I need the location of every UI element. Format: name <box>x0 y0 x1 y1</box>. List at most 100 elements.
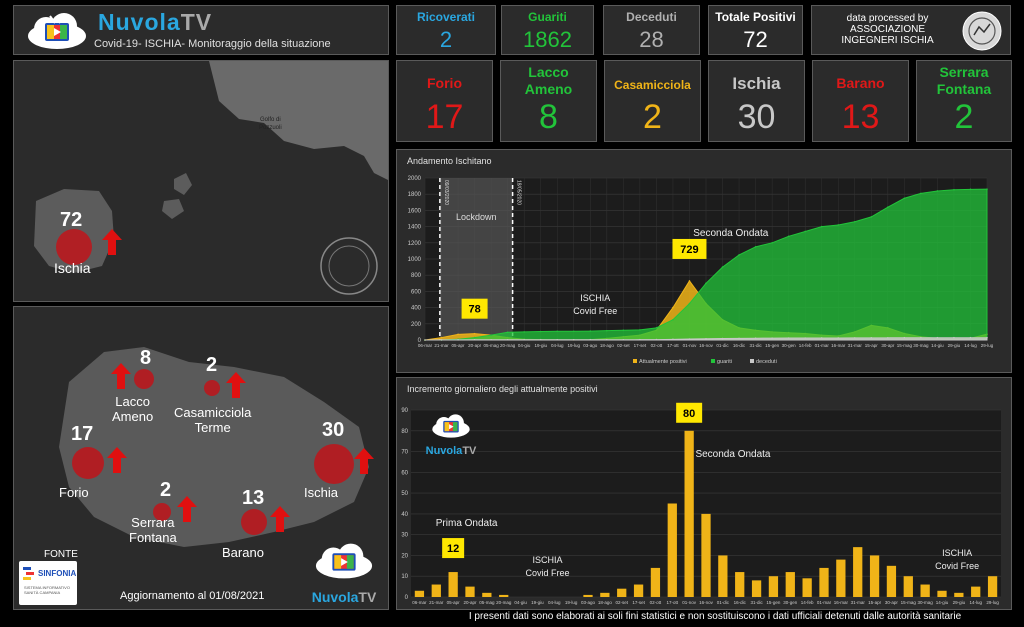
chart1-point <box>622 329 625 332</box>
chart1-annot-second: Seconda Ondata <box>693 228 768 239</box>
chart1-point <box>506 331 509 334</box>
town-value: 2 <box>643 98 662 136</box>
chart1-ytick: 2000 <box>408 176 422 182</box>
chart2-xtick: 04-lug <box>548 600 561 605</box>
chart1-point <box>572 338 575 341</box>
island-marker-lacco <box>134 369 154 389</box>
chart1-point <box>853 220 856 223</box>
chart2-annot-free2: Covid Free <box>935 561 979 571</box>
chart2-ytick: 40 <box>401 512 408 518</box>
chart2-ytick: 0 <box>405 595 409 601</box>
chart1-point <box>820 337 823 339</box>
chart2-xtick: 30-gen <box>783 600 798 605</box>
chart2-xtick: 29-giu <box>953 600 966 605</box>
association-seal-icon <box>961 10 1003 57</box>
sinfonia-desc: SISTEMA INFORMATIVO SANITÀ CAMPANIA <box>24 585 70 595</box>
chart1-xtick: 02-set <box>617 343 630 348</box>
chart1-xtick: 03-ago <box>583 343 598 348</box>
chart1-point <box>804 337 806 339</box>
chart1-point <box>837 224 840 226</box>
chart1-xtick: 19-giu <box>534 343 547 348</box>
chart1-point <box>953 336 955 339</box>
town-label: Ischia <box>732 74 781 93</box>
chart1-point <box>606 329 608 332</box>
kpi-value: 2 <box>439 27 453 52</box>
legend-swatch <box>711 359 715 363</box>
sinfonia-logo: SINFONIA SISTEMA INFORMATIVO SANITÀ CAMP… <box>19 561 77 605</box>
chart1-point <box>473 338 476 341</box>
chart1-point <box>457 333 459 336</box>
island-marker-label: Ischia <box>304 485 338 500</box>
town-value: 30 <box>737 98 776 136</box>
chart2-xtick: 18-ago <box>598 600 613 605</box>
chart1-xtick: 15-apr <box>865 343 879 348</box>
chart1-xtick: 31-mar <box>848 343 863 348</box>
chart1-ytick: 200 <box>411 322 422 328</box>
chart1-point <box>903 336 906 339</box>
chart2-bar <box>583 594 593 597</box>
kpi-ricoverati: Ricoverati 2 <box>396 5 496 55</box>
town-serrara-fontana: Serrara Fontana 2 <box>916 60 1012 142</box>
chart1-ytick: 400 <box>411 306 422 312</box>
chart1-point <box>887 337 889 339</box>
kpi-guariti: Guariti 1862 <box>501 5 594 55</box>
chart1-ytick: 1200 <box>408 241 422 247</box>
island-marker-value: 13 <box>242 487 265 509</box>
chart2-xtick: 15-gen <box>766 600 781 605</box>
chart2-bar <box>903 576 913 597</box>
chart1-ytick: 0 <box>418 338 422 344</box>
chart2-xtick: 06-mar <box>412 600 427 605</box>
chart1-point <box>572 330 575 333</box>
chart2-peak1: 12 <box>447 543 459 555</box>
kpi-totale-positivi: Totale Positivi 72 <box>708 5 803 55</box>
chart2-brand: NuvolaTV <box>421 445 481 457</box>
chart1-xtick: 30-gen <box>782 343 797 348</box>
chart1-xtick: 16-nov <box>699 343 714 348</box>
chart2-xtick: 16-nov <box>699 600 714 605</box>
chart-incremento-panel: Incremento giornaliero degli attualmente… <box>396 377 1012 610</box>
chart1-point <box>754 246 757 248</box>
chart2-title: Incremento giornaliero degli attualmente… <box>407 384 598 394</box>
island-marker-value: 8 <box>140 347 152 369</box>
brand-part-a: Nuvola <box>425 445 463 457</box>
chart1-point <box>771 337 773 339</box>
chart2-bar <box>482 592 492 597</box>
chart1-annot-free: ISCHIA <box>580 293 610 303</box>
chart2-bar <box>465 586 475 597</box>
town-label: Serrara <box>939 64 989 80</box>
ischia-total-marker <box>56 229 92 265</box>
chart1-point <box>936 336 939 339</box>
chart1-point <box>738 337 740 340</box>
gulf-label-line1: Golfo di <box>260 117 281 123</box>
chart1-point <box>986 336 988 339</box>
chart1-point <box>639 338 641 341</box>
chart1-point <box>705 282 707 285</box>
chart1-xtick: 29-lug <box>981 343 994 348</box>
chart1-point <box>589 338 592 341</box>
chart2-bar <box>718 555 728 597</box>
island-marker-value: 2 <box>206 354 218 376</box>
chart1-xtick: 31-dic <box>749 343 762 348</box>
chart2-bar <box>600 592 610 597</box>
chart2-brand-logo: NuvolaTV <box>421 412 481 457</box>
chart2-bar <box>448 572 458 597</box>
chart2-annot-free2: ISCHIA <box>942 548 972 558</box>
up-arrow-icon <box>354 448 374 479</box>
chart2-xtick: 14-lug <box>969 600 982 605</box>
chart1-peak1-box <box>461 298 488 319</box>
chart1-point <box>622 338 625 341</box>
chart2-ytick: 30 <box>401 533 408 539</box>
chart2-xtick: 02-ott <box>650 600 662 605</box>
island-map <box>59 347 369 547</box>
chart1-point <box>539 330 542 333</box>
island-marker-value: 2 <box>160 479 172 501</box>
header-subtitle: Covid-19- ISCHIA- Monitoraggio della sit… <box>94 38 331 50</box>
town-forio: Forio 17 <box>396 60 493 142</box>
legend-swatch <box>633 359 637 363</box>
footer-disclaimer: I presenti dati sono elaborati ai soli f… <box>468 611 962 622</box>
chart1-xtick: 16-mar <box>831 343 846 348</box>
chart2-xtick: 19-giu <box>531 600 544 605</box>
chart2-annot-second: Seconda Ondata <box>695 449 770 460</box>
chart2-ytick: 80 <box>401 429 408 435</box>
island-marker-label: Barano <box>222 545 264 560</box>
